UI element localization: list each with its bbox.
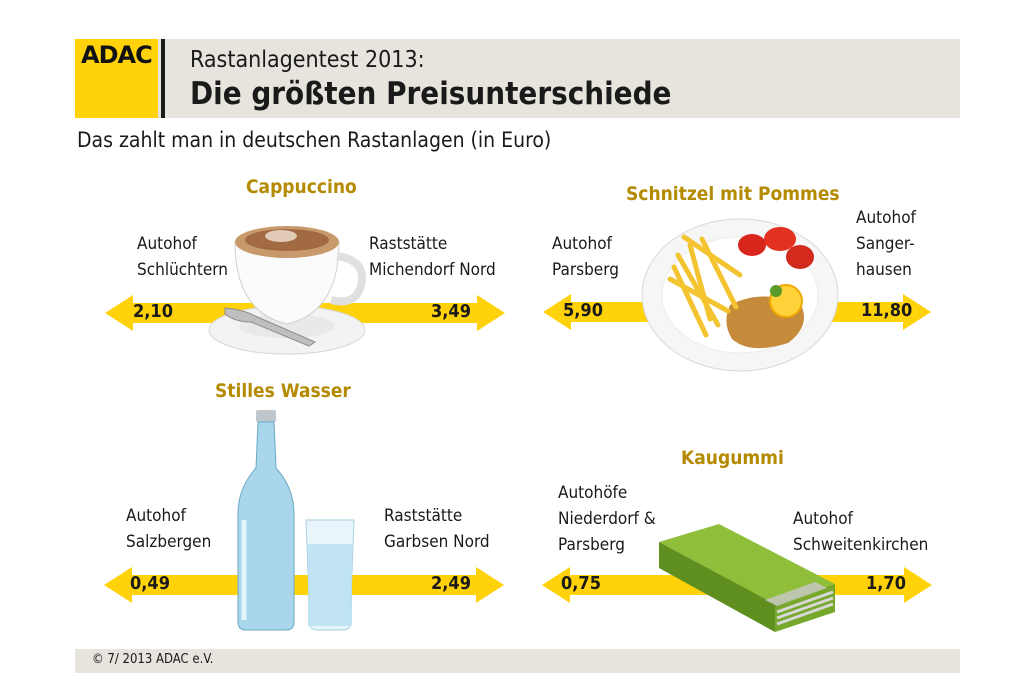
kaugummi-high-label: Autohof Schweitenkirchen — [793, 509, 929, 555]
kaugummi-low-label: Autohöfe Niederdorf & Parsberg — [558, 483, 656, 555]
kaugummi-high-value: 1,70 — [866, 573, 906, 594]
wasser-high-label: Raststätte Garbsen Nord — [384, 506, 490, 552]
schnitzel-plate-icon — [641, 218, 839, 372]
wasser-title: Stilles Wasser — [215, 380, 351, 402]
cappuccino-high-value: 3,49 — [431, 301, 471, 322]
schnitzel-low-label: Autohof Parsberg — [552, 234, 619, 280]
schnitzel-title: Schnitzel mit Pommes — [626, 183, 840, 205]
cappuccino-high-label: Raststätte Michendorf Nord — [369, 234, 496, 280]
wasser-arrow — [104, 567, 504, 603]
footer-bar — [75, 649, 960, 673]
kaugummi-low-value: 0,75 — [561, 573, 601, 594]
chewing-gum-icon — [659, 524, 835, 632]
logo-text: ADAC — [81, 41, 153, 69]
schnitzel-high-label: Autohof Sanger- hausen — [856, 208, 916, 280]
header-divider — [161, 39, 165, 118]
header-title-small: Rastanlagentest 2013: — [190, 47, 425, 73]
kaugummi-title: Kaugummi — [681, 447, 784, 469]
cappuccino-title: Cappuccino — [246, 176, 357, 198]
header-bar — [75, 39, 960, 118]
cappuccino-low-label: Autohof Schlüchtern — [137, 234, 228, 280]
wasser-low-value: 0,49 — [130, 573, 170, 594]
cappuccino-cup-icon — [208, 226, 366, 355]
subtitle: Das zahlt man in deutschen Rastanlagen (… — [77, 128, 552, 152]
footer-copyright: © 7/ 2013 ADAC e.V. — [92, 652, 214, 667]
wasser-high-value: 2,49 — [431, 573, 471, 594]
cappuccino-low-value: 2,10 — [133, 301, 173, 322]
water-bottle-icon — [237, 410, 355, 631]
wasser-low-label: Autohof Salzbergen — [126, 506, 212, 552]
header-title-main: Die größten Preisunterschiede — [190, 76, 672, 112]
adac-logo: ADAC — [75, 39, 158, 118]
schnitzel-low-value: 5,90 — [563, 300, 603, 321]
schnitzel-high-value: 11,80 — [861, 300, 913, 321]
